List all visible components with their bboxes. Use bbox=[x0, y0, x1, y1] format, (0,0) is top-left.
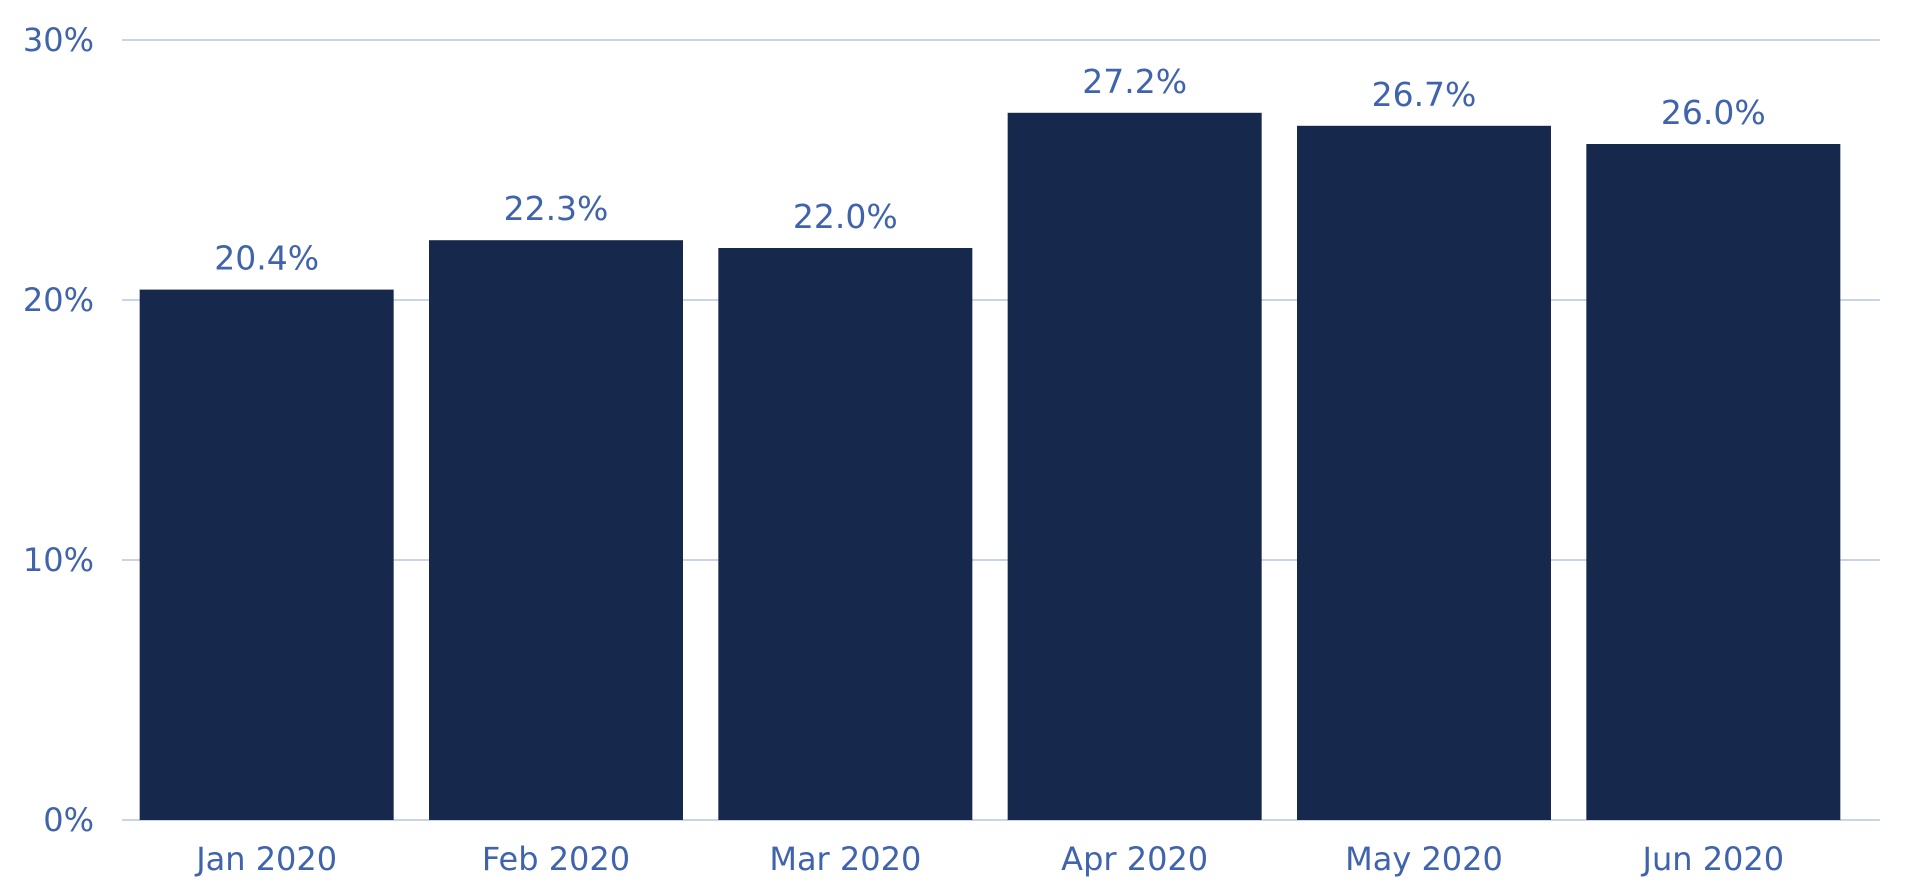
bar-feb-2020 bbox=[429, 240, 683, 820]
x-tick-label: Jun 2020 bbox=[1641, 840, 1785, 878]
y-tick-label: 30% bbox=[23, 21, 94, 59]
y-axis: 0% 10% 20% 30% bbox=[23, 21, 94, 839]
x-tick-label: Apr 2020 bbox=[1061, 840, 1208, 878]
data-label: 26.0% bbox=[1661, 93, 1766, 132]
bar-mar-2020 bbox=[718, 248, 973, 820]
data-label: 20.4% bbox=[214, 239, 319, 278]
data-labels: 20.4% 22.3% 22.0% 27.2% 26.7% 26.0% bbox=[214, 62, 1766, 278]
x-tick-label: Feb 2020 bbox=[482, 840, 630, 878]
x-tick-label: May 2020 bbox=[1345, 840, 1503, 878]
y-tick-label: 10% bbox=[23, 541, 94, 579]
y-tick-label: 0% bbox=[43, 801, 94, 839]
bars bbox=[139, 112, 1841, 821]
data-label: 27.2% bbox=[1082, 62, 1187, 101]
x-tick-label: Jan 2020 bbox=[194, 840, 337, 878]
x-tick-label: Mar 2020 bbox=[769, 840, 921, 878]
bar-jun-2020 bbox=[1586, 144, 1841, 820]
data-label: 26.7% bbox=[1372, 75, 1477, 114]
data-label: 22.3% bbox=[504, 189, 609, 228]
bar-jan-2020 bbox=[139, 289, 394, 821]
y-tick-label: 20% bbox=[23, 281, 94, 319]
bar-may-2020 bbox=[1297, 125, 1551, 821]
bar-apr-2020 bbox=[1007, 112, 1262, 821]
data-label: 22.0% bbox=[793, 197, 898, 236]
x-axis: Jan 2020 Feb 2020 Mar 2020 Apr 2020 May 2020… bbox=[194, 840, 1784, 878]
